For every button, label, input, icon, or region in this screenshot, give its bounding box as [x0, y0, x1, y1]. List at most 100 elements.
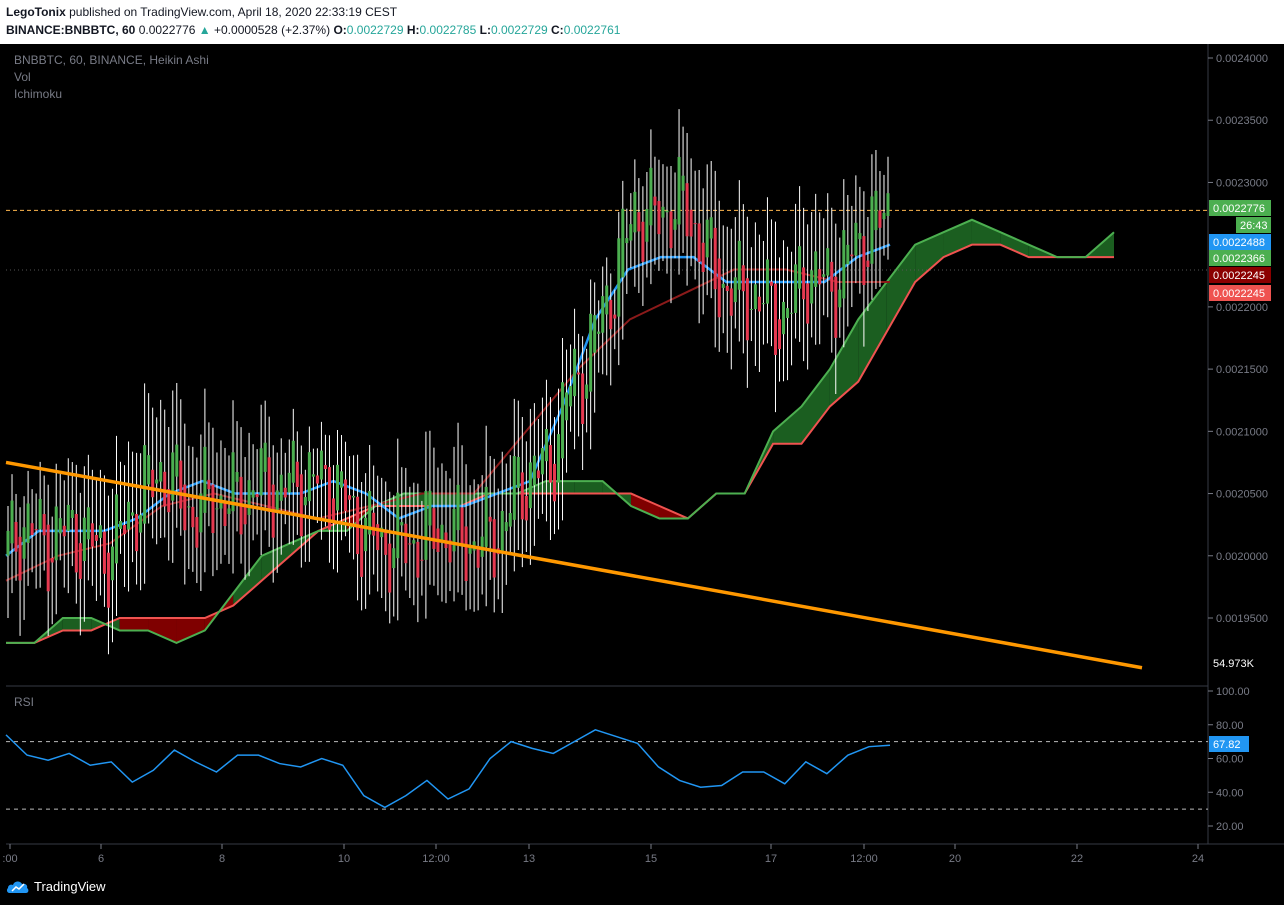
- candle-body: [344, 479, 348, 512]
- candle-body: [114, 494, 118, 564]
- candle-body: [448, 540, 452, 563]
- time-tick-label: 15: [645, 853, 657, 865]
- candle-body: [878, 210, 882, 228]
- candle-body: [66, 504, 70, 532]
- candle-body: [352, 495, 356, 498]
- time-tick-label: 12:00: [422, 853, 450, 865]
- rsi-legend[interactable]: RSI: [14, 695, 34, 709]
- candle-body: [46, 524, 50, 592]
- price-axis[interactable]: 0.0019500 0.0020000 0.0020500 0.0021000 0.00…: [1208, 53, 1268, 833]
- candle-body: [460, 507, 464, 546]
- candle-body: [561, 382, 565, 459]
- candle-body: [649, 167, 653, 226]
- candle-body: [404, 523, 408, 564]
- candle-body: [814, 251, 818, 287]
- candle-body: [119, 520, 123, 529]
- cloud-segment: [574, 481, 603, 494]
- candle-body: [263, 442, 267, 472]
- candle-body: [14, 521, 18, 552]
- candle-body: [786, 308, 790, 319]
- kijun-sen: [5, 268, 890, 582]
- candle-body: [432, 508, 436, 549]
- chart-area[interactable]: BNBBTC, 60, BINANCE, Heikin Ashi Vol Ich…: [0, 44, 1284, 870]
- candle-body: [183, 484, 187, 531]
- candle-body: [376, 524, 380, 551]
- candle-body: [34, 529, 38, 531]
- candle-body: [372, 512, 376, 536]
- candle-body: [54, 506, 58, 561]
- price-tick-label: 0.0021000: [1216, 426, 1268, 438]
- open-label: O:: [333, 23, 347, 37]
- trendline[interactable]: [5, 460, 1143, 670]
- candle-body: [773, 283, 777, 355]
- candle-body: [70, 510, 74, 518]
- candle-body: [569, 385, 573, 407]
- rsi-line: [5, 728, 891, 809]
- candle-body: [725, 285, 729, 292]
- candle-body: [717, 258, 721, 318]
- open-value: 0.0022729: [346, 23, 404, 37]
- candle-body: [794, 264, 798, 313]
- senkou-b-price-text: 0.0022245: [1213, 288, 1265, 300]
- candle-body: [400, 522, 404, 526]
- candle-body: [665, 210, 669, 213]
- candle-body: [416, 541, 420, 578]
- candle-body: [850, 254, 854, 257]
- time-tick-label: :00: [2, 853, 17, 865]
- candle-body: [464, 526, 468, 582]
- chart-svg[interactable]: BNBBTC, 60, BINANCE, Heikin Ashi Vol Ich…: [0, 44, 1284, 870]
- candle-body: [26, 503, 30, 543]
- candle-body: [621, 208, 625, 278]
- candle-body: [420, 559, 424, 561]
- time-axis[interactable]: :00 6 8 10 12:00 13 15 17 12:00 20 22 24: [2, 844, 1204, 865]
- cloud-segment: [119, 618, 149, 631]
- candle-body: [589, 313, 593, 392]
- candle-body: [331, 498, 335, 523]
- candle-body: [705, 219, 709, 258]
- main-legend[interactable]: BNBBTC, 60, BINANCE, Heikin Ashi: [14, 53, 209, 67]
- candle-body: [440, 524, 444, 541]
- candle-body: [10, 500, 14, 544]
- candle-body: [335, 464, 339, 511]
- candle-body: [745, 278, 749, 341]
- brand-name[interactable]: TradingView: [34, 879, 106, 894]
- candle-body: [597, 331, 601, 334]
- candle-body: [171, 452, 175, 501]
- candle-body: [143, 445, 147, 524]
- candle-body: [488, 516, 492, 522]
- candle-body: [818, 269, 822, 285]
- vol-legend[interactable]: Vol: [14, 70, 31, 84]
- ichimoku-legend[interactable]: Ichimoku: [14, 87, 62, 101]
- candle-body: [782, 301, 786, 335]
- candle-body: [540, 447, 544, 475]
- cloud-segment: [971, 219, 1001, 245]
- candle-body: [577, 372, 581, 375]
- candle-body: [645, 208, 649, 242]
- senkou-a-price-text: 0.0022366: [1213, 253, 1265, 265]
- cloud-segment: [148, 618, 177, 643]
- time-tick-label: 6: [98, 853, 104, 865]
- candle-body: [544, 429, 548, 462]
- candle-body: [552, 463, 556, 502]
- header-line-2: BINANCE:BNBBTC, 60 0.0022776 ▲ +0.000052…: [6, 23, 620, 37]
- candle-body: [384, 532, 388, 555]
- candle-body: [601, 296, 605, 333]
- cloud-segment: [773, 406, 802, 444]
- candle-body: [661, 206, 665, 218]
- candle-body: [127, 501, 131, 530]
- symbol-label: BINANCE:BNBBTC, 60: [6, 23, 136, 37]
- candle-body: [565, 392, 569, 421]
- close-value: 0.0022761: [563, 23, 621, 37]
- cloud-segment: [233, 555, 262, 606]
- candle-body: [159, 462, 163, 482]
- low-label: L:: [479, 23, 491, 37]
- author-name[interactable]: LegoTonix: [6, 5, 66, 19]
- tradingview-logo-icon[interactable]: [6, 879, 30, 895]
- candle-body: [187, 506, 191, 508]
- candle-body: [42, 514, 46, 536]
- price-change: +0.0000528 (+2.37%): [214, 23, 331, 37]
- candle-body: [838, 289, 842, 308]
- candle-body: [62, 525, 66, 537]
- candle-body: [243, 505, 247, 525]
- candle-body: [492, 519, 496, 578]
